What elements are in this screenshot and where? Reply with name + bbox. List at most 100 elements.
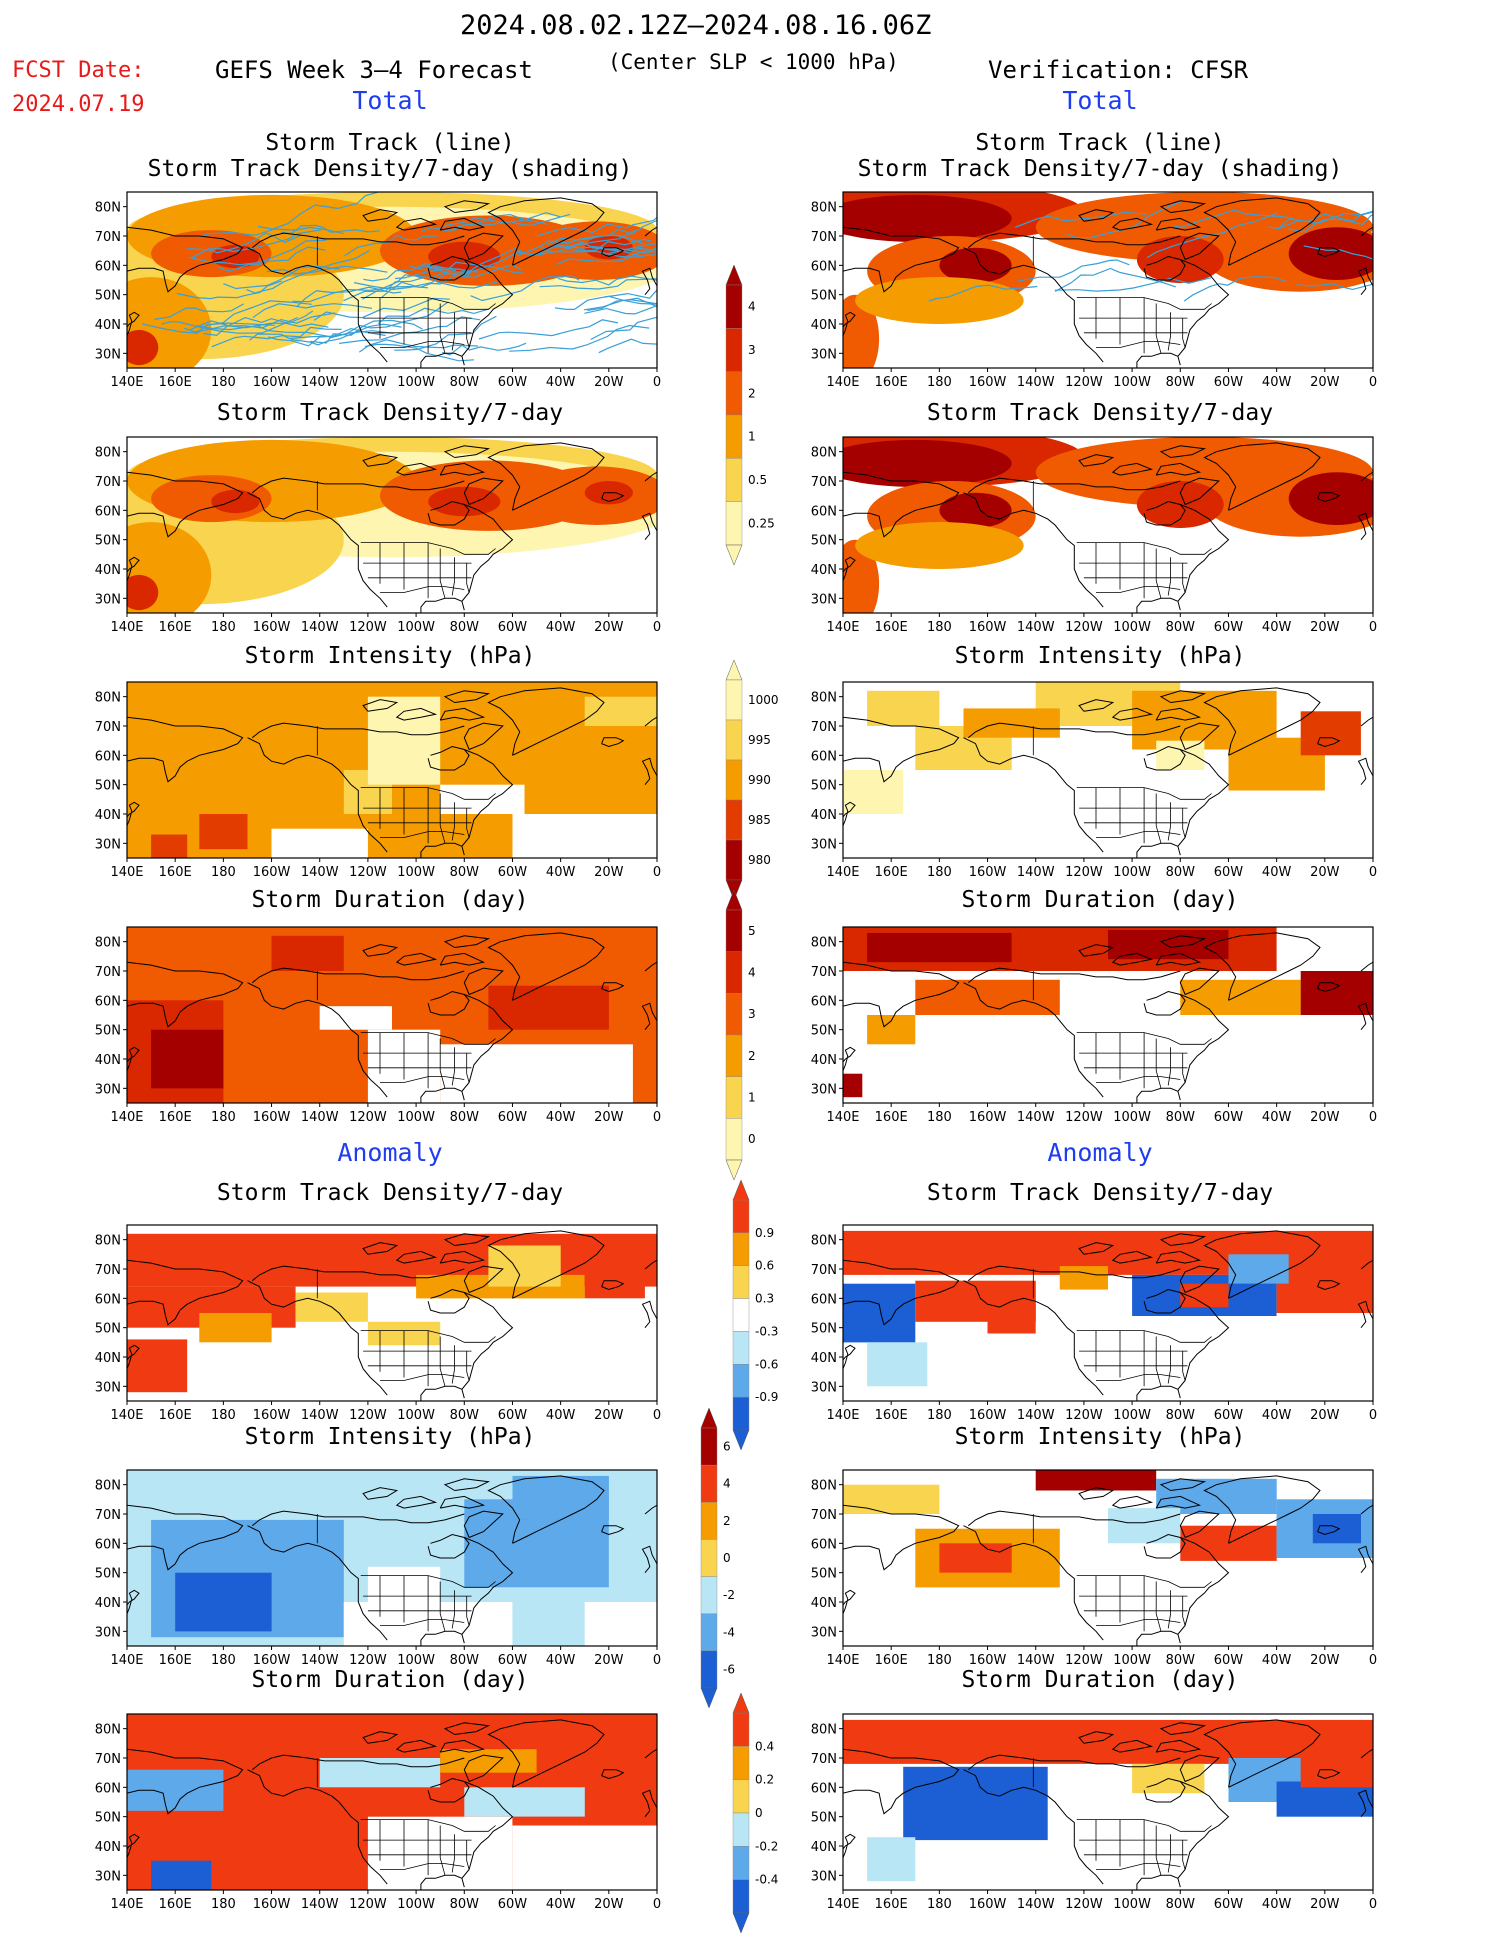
lat-tick-label: 50N [811, 1811, 837, 1826]
political-border [1182, 318, 1186, 348]
political-border [439, 1038, 446, 1089]
lat-tick-label: 50N [811, 779, 837, 794]
coastline [1179, 722, 1220, 750]
lon-tick-label: 180 [211, 375, 236, 390]
coastline [127, 1833, 140, 1859]
colorbar-label: 1 [748, 1091, 756, 1105]
storm-track-line [377, 307, 490, 325]
lon-tick-label: 140W [301, 620, 339, 635]
shading-cell [867, 1342, 928, 1387]
lon-tick-label: 160E [875, 1897, 908, 1912]
coastline [1179, 967, 1220, 995]
storm-track-line [540, 246, 657, 258]
lon-tick-label: 140W [301, 1408, 339, 1423]
shading-cell [319, 1758, 441, 1788]
map-intensity-forecast: 80N 70N 60N 50N 40N 30N 140E 160E 180 160W 140W 120… [87, 681, 667, 882]
political-border [466, 1840, 470, 1870]
coastline [247, 982, 388, 1098]
shading-cell [584, 1602, 657, 1646]
coastline [843, 1344, 856, 1370]
lat-tick-label: 70N [811, 230, 837, 245]
coastline [641, 1789, 657, 1818]
lat-tick-label: 60N [95, 1292, 121, 1307]
colorbar-swatch [732, 1746, 750, 1780]
colorbar-bottom-arrow [732, 1429, 750, 1451]
storm-track-line [1303, 245, 1373, 260]
lon-tick-label: 20W [594, 1110, 624, 1125]
lat-tick-label: 80N [95, 446, 121, 461]
shading-cell [151, 1860, 212, 1890]
coastline [1155, 952, 1202, 966]
colorbar-label: 0.5 [748, 473, 767, 487]
political-border [360, 1575, 496, 1588]
political-border [1182, 1053, 1186, 1083]
shading-cell [1312, 1514, 1361, 1544]
coastline [644, 226, 657, 237]
coastline [843, 556, 856, 582]
political-border [1167, 557, 1172, 596]
political-border [1167, 1590, 1172, 1629]
coastline [1111, 462, 1154, 476]
colorbar-swatch [732, 1712, 750, 1747]
lon-tick-label: 160E [875, 1653, 908, 1668]
colorbar-swatch [725, 993, 743, 1036]
lon-tick-label: 100W [397, 1653, 435, 1668]
lon-tick-label: 40W [1262, 1653, 1292, 1668]
lon-tick-label: 100W [1113, 865, 1151, 880]
lon-tick-label: 40W [1262, 865, 1292, 880]
colorbar-swatch [725, 759, 743, 801]
coastline [1111, 952, 1154, 966]
lon-tick-label: 60W [1214, 620, 1244, 635]
lat-tick-label: 50N [95, 1811, 121, 1826]
lat-tick-label: 40N [811, 1053, 837, 1068]
date-range-title: 2024.08.02.12Z–2024.08.16.06Z [460, 10, 932, 41]
coastline [1317, 982, 1341, 993]
coastline [1177, 1537, 1230, 1644]
storm-track-line [292, 285, 429, 303]
lon-tick-label: 140W [1017, 1897, 1055, 1912]
lat-tick-label: 30N [95, 1082, 121, 1097]
lat-tick-label: 70N [95, 230, 121, 245]
map-track-line-forecast: 80N 70N 60N 50N 40N 30N 140E 160E 180 160W 140W 120… [87, 191, 667, 392]
political-border [451, 802, 456, 841]
lon-tick-label: 180 [211, 1408, 236, 1423]
lon-tick-label: 120W [1065, 1110, 1103, 1125]
lon-tick-label: 60W [498, 865, 528, 880]
coastline [1143, 745, 1186, 771]
colorbar-swatch [732, 1331, 750, 1365]
colorbar-swatch [732, 1846, 750, 1880]
lat-tick-label: 60N [811, 1292, 837, 1307]
coastline [127, 1504, 244, 1571]
colorbar-swatch [725, 328, 743, 372]
map-duration-verification: 80N 70N 60N 50N 40N 30N 140E 160E 180 160W 140W 120… [803, 926, 1383, 1127]
colorbar-label: 0 [723, 1551, 731, 1565]
lon-tick-label: 160E [159, 1110, 192, 1125]
lat-tick-label: 70N [95, 965, 121, 980]
coastline [601, 247, 625, 258]
storm-track-line [1146, 212, 1278, 259]
shading-cell [1059, 1266, 1108, 1290]
lon-tick-label: 40W [546, 620, 576, 635]
shading-region [428, 486, 501, 517]
political-border [439, 793, 446, 844]
storm-track-line [478, 319, 619, 340]
coastline [1360, 1748, 1373, 1759]
lat-tick-label: 70N [811, 1263, 837, 1278]
coastline [362, 454, 399, 467]
coastline [601, 1280, 625, 1291]
lat-tick-label: 30N [95, 1625, 121, 1640]
shading-cell [488, 1245, 561, 1287]
lon-tick-label: 120W [1065, 1408, 1103, 1423]
lat-tick-label: 80N [95, 691, 121, 706]
lat-tick-label: 60N [95, 259, 121, 274]
coastline [1360, 961, 1373, 972]
lon-tick-label: 160W [969, 1653, 1007, 1668]
shading-cell [1035, 1470, 1157, 1491]
lat-tick-label: 80N [811, 446, 837, 461]
shading-region [939, 247, 1012, 283]
political-border [451, 1047, 456, 1086]
coastline [251, 477, 465, 494]
storm-track-line [141, 322, 275, 334]
section-total-left: Total [352, 86, 428, 115]
fcst-date-value: 2024.07.19 [12, 92, 145, 117]
